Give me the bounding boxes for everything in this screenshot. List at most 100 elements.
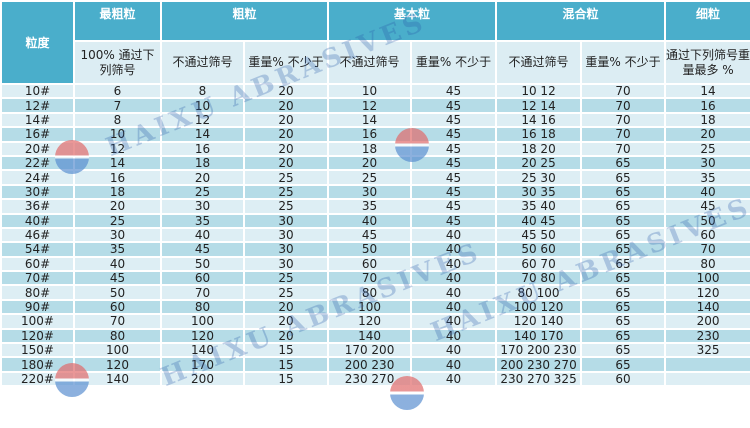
- value-cell: [664, 370, 750, 388]
- value-cell: 25 30: [495, 169, 583, 186]
- value-cell: 30: [242, 212, 330, 229]
- value-cell: 16: [327, 126, 413, 143]
- grit-cell: 220#: [0, 370, 75, 388]
- value-cell: 25: [242, 169, 330, 186]
- value-cell: 20: [242, 298, 330, 316]
- value-cell: 20 25: [495, 154, 583, 172]
- value-cell: 8: [73, 111, 162, 129]
- value-cell: 16: [160, 140, 245, 157]
- table-row: 150# 100 140 15 170 200 40 170 200 230 65 325: [0, 342, 750, 359]
- value-cell: 40: [410, 342, 498, 359]
- value-cell: 18: [73, 183, 162, 201]
- value-cell: 170 200 230: [495, 342, 583, 359]
- value-cell: 20: [242, 313, 330, 330]
- value-cell: 100: [327, 298, 413, 316]
- value-cell: 65: [580, 241, 667, 258]
- value-cell: 60: [73, 298, 162, 316]
- value-cell: 65: [580, 298, 667, 316]
- value-cell: 25: [242, 198, 330, 215]
- grit-size-table: 粒度 最粗粒 粗粒 基本粒 混合粒 细粒 100% 通过下列筛号 不通过筛号 重…: [0, 0, 750, 388]
- value-cell: 40: [410, 356, 498, 373]
- grit-cell: 14#: [0, 111, 75, 129]
- value-cell: 45: [410, 154, 498, 172]
- value-cell: 18 20: [495, 140, 583, 157]
- value-cell: 65: [580, 327, 667, 345]
- value-cell: 14: [664, 82, 750, 100]
- value-cell: 15: [242, 356, 330, 373]
- value-cell: 60: [580, 370, 667, 388]
- grit-cell: 40#: [0, 212, 75, 229]
- value-cell: 12: [160, 111, 245, 129]
- value-cell: 18: [160, 154, 245, 172]
- value-cell: 40: [410, 370, 498, 388]
- value-cell: 80: [73, 327, 162, 345]
- value-cell: 50: [73, 284, 162, 301]
- value-cell: 100 120: [495, 298, 583, 316]
- value-cell: 65: [580, 255, 667, 273]
- value-cell: 70: [580, 111, 667, 129]
- grit-cell: 20#: [0, 140, 75, 157]
- value-cell: 80: [664, 255, 750, 273]
- value-cell: 140: [664, 298, 750, 316]
- grit-cell: 120#: [0, 327, 75, 345]
- value-cell: 45 50: [495, 226, 583, 244]
- header-coarsest: 最粗粒: [73, 0, 162, 42]
- value-cell: 12 14: [495, 97, 583, 114]
- table-row: 24# 16 20 25 25 45 25 30 65 35: [0, 169, 750, 186]
- value-cell: 200 230: [327, 356, 413, 373]
- value-cell: 80: [327, 284, 413, 301]
- value-cell: 30: [73, 226, 162, 244]
- value-cell: 20: [242, 154, 330, 172]
- subheader: 重量% 不少于: [242, 40, 330, 85]
- value-cell: 65: [580, 212, 667, 229]
- table-row: 180# 120 170 15 200 230 40 200 230 270 65: [0, 356, 750, 373]
- value-cell: 200: [664, 313, 750, 330]
- value-cell: 120: [160, 327, 245, 345]
- value-cell: 25: [242, 183, 330, 201]
- value-cell: 45: [410, 111, 498, 129]
- value-cell: 35: [160, 212, 245, 229]
- subheader: 重量% 不少于: [580, 40, 667, 85]
- value-cell: 10 12: [495, 82, 583, 100]
- value-cell: 30: [664, 154, 750, 172]
- value-cell: [664, 356, 750, 373]
- subheader: 不通过筛号: [495, 40, 583, 85]
- value-cell: 16: [73, 169, 162, 186]
- value-cell: 60 70: [495, 255, 583, 273]
- value-cell: 40: [160, 226, 245, 244]
- value-cell: 25: [327, 169, 413, 186]
- subheader: 不通过筛号: [160, 40, 245, 85]
- value-cell: 18: [664, 111, 750, 129]
- value-cell: 30: [242, 226, 330, 244]
- grit-cell: 80#: [0, 284, 75, 301]
- value-cell: 70: [580, 140, 667, 157]
- value-cell: 45: [410, 82, 498, 100]
- value-cell: 65: [580, 356, 667, 373]
- value-cell: 70: [327, 270, 413, 287]
- table-row: 60# 40 50 30 60 40 60 70 65 80: [0, 255, 750, 273]
- value-cell: 60: [664, 226, 750, 244]
- table-row: 16# 10 14 20 16 45 16 18 70 20: [0, 126, 750, 143]
- value-cell: 45: [410, 212, 498, 229]
- value-cell: 16: [664, 97, 750, 114]
- value-cell: 18: [327, 140, 413, 157]
- value-cell: 60: [327, 255, 413, 273]
- value-cell: 30: [160, 198, 245, 215]
- header-basic: 基本粒: [327, 0, 498, 42]
- value-cell: 200: [160, 370, 245, 388]
- grit-cell: 60#: [0, 255, 75, 273]
- value-cell: 10: [327, 82, 413, 100]
- value-cell: 6: [73, 82, 162, 100]
- value-cell: 20: [327, 154, 413, 172]
- grit-cell: 150#: [0, 342, 75, 359]
- value-cell: 15: [242, 342, 330, 359]
- value-cell: 65: [580, 169, 667, 186]
- table-row: 220# 140 200 15 230 270 40 230 270 325 60: [0, 370, 750, 388]
- table-body: 10# 6 8 20 10 45 10 12 70 14 12# 7 10 20 12 45 12 14 70 1…: [0, 82, 750, 388]
- value-cell: 70: [160, 284, 245, 301]
- value-cell: 70: [664, 241, 750, 258]
- value-cell: 120: [664, 284, 750, 301]
- value-cell: 45: [73, 270, 162, 287]
- value-cell: 12: [327, 97, 413, 114]
- value-cell: 230 270 325: [495, 370, 583, 388]
